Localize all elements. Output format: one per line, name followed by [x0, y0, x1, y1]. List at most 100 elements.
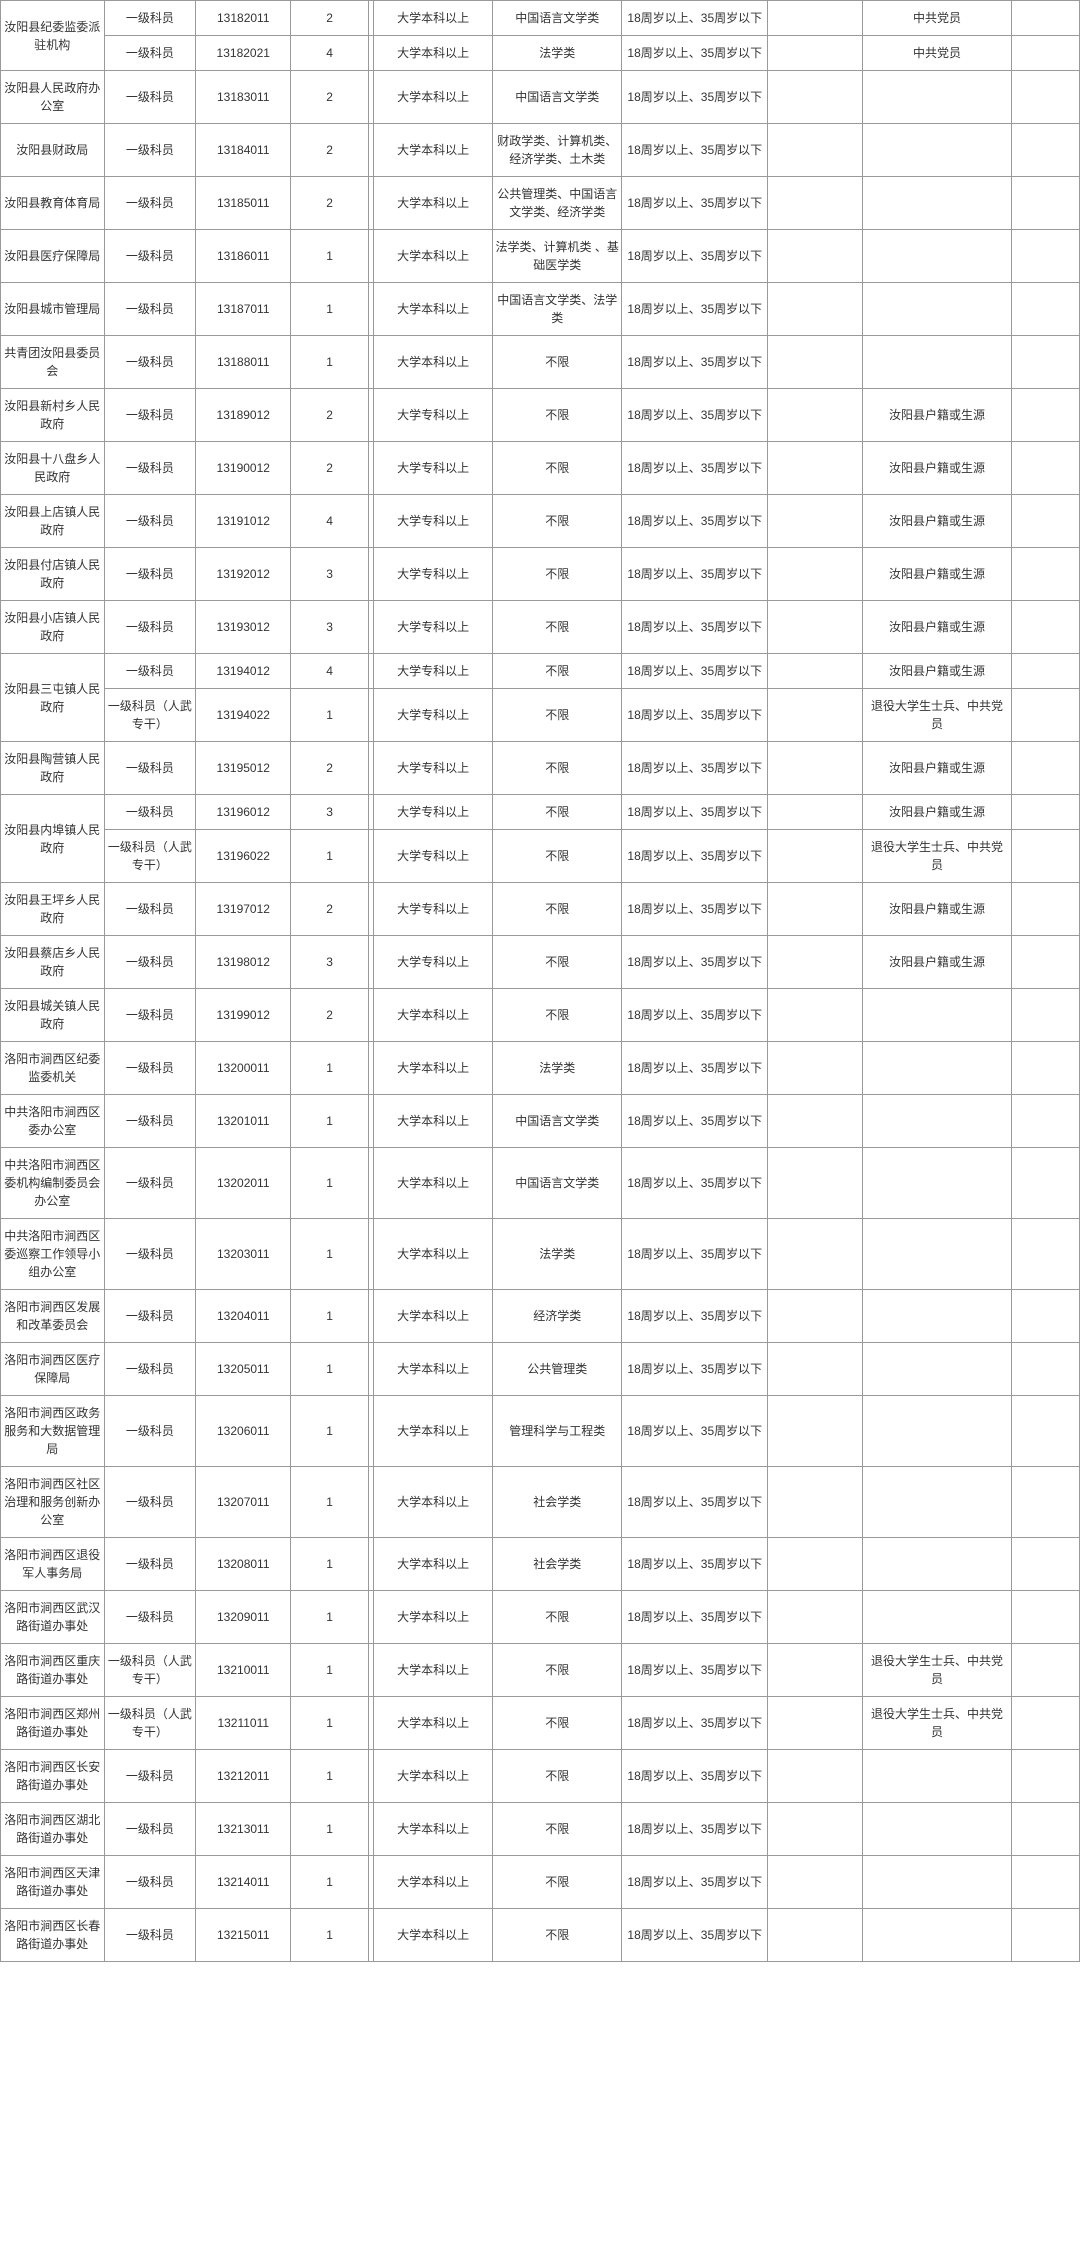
cell-pos: 一级科员（人武专干） — [104, 689, 196, 742]
table-row: 汝阳县城市管理局一级科员131870111大学本科以上中国语言文学类、法学类18… — [1, 283, 1080, 336]
cell-num: 3 — [291, 548, 369, 601]
table-row: 汝阳县城关镇人民政府一级科员131990122大学本科以上不限18周岁以上、35… — [1, 989, 1080, 1042]
table-row: 一级科员131820214大学本科以上法学类18周岁以上、35周岁以下中共党员 — [1, 36, 1080, 71]
table-row: 中共洛阳市涧西区委机构编制委员会办公室一级科员132020111大学本科以上中国… — [1, 1148, 1080, 1219]
cell-major: 不限 — [492, 389, 621, 442]
cell-pos: 一级科员（人武专干） — [104, 830, 196, 883]
cell-major: 管理科学与工程类 — [492, 1396, 621, 1467]
table-row: 汝阳县付店镇人民政府一级科员131920123大学专科以上不限18周岁以上、35… — [1, 548, 1080, 601]
cell-last — [1011, 548, 1079, 601]
cell-major: 社会学类 — [492, 1538, 621, 1591]
cell-empty2 — [768, 830, 863, 883]
cell-num: 1 — [291, 283, 369, 336]
cell-other — [863, 124, 1012, 177]
cell-age: 18周岁以上、35周岁以下 — [622, 1, 768, 36]
table-row: 洛阳市涧西区武汉路街道办事处一级科员132090111大学本科以上不限18周岁以… — [1, 1591, 1080, 1644]
cell-major: 不限 — [492, 936, 621, 989]
cell-major: 不限 — [492, 336, 621, 389]
cell-edu: 大学本科以上 — [374, 1042, 493, 1095]
cell-org: 汝阳县内埠镇人民政府 — [1, 795, 105, 883]
cell-age: 18周岁以上、35周岁以下 — [622, 1042, 768, 1095]
cell-org: 汝阳县纪委监委派驻机构 — [1, 1, 105, 71]
cell-age: 18周岁以上、35周岁以下 — [622, 830, 768, 883]
cell-other: 汝阳县户籍或生源 — [863, 936, 1012, 989]
cell-empty2 — [768, 1697, 863, 1750]
cell-major: 法学类、计算机类 、基础医学类 — [492, 230, 621, 283]
cell-empty2 — [768, 442, 863, 495]
cell-major: 不限 — [492, 1644, 621, 1697]
cell-code: 13189012 — [196, 389, 291, 442]
cell-age: 18周岁以上、35周岁以下 — [622, 883, 768, 936]
cell-pos: 一级科员 — [104, 36, 196, 71]
cell-major: 不限 — [492, 548, 621, 601]
cell-pos: 一级科员 — [104, 1909, 196, 1962]
cell-other — [863, 1042, 1012, 1095]
cell-age: 18周岁以上、35周岁以下 — [622, 36, 768, 71]
cell-other — [863, 1467, 1012, 1538]
cell-pos: 一级科员 — [104, 283, 196, 336]
cell-code: 13193012 — [196, 601, 291, 654]
cell-pos: 一级科员 — [104, 1856, 196, 1909]
cell-edu: 大学本科以上 — [374, 36, 493, 71]
table-row: 洛阳市涧西区医疗保障局一级科员132050111大学本科以上公共管理类18周岁以… — [1, 1343, 1080, 1396]
cell-code: 13205011 — [196, 1343, 291, 1396]
cell-age: 18周岁以上、35周岁以下 — [622, 283, 768, 336]
cell-other — [863, 1396, 1012, 1467]
cell-other — [863, 1290, 1012, 1343]
cell-age: 18周岁以上、35周岁以下 — [622, 989, 768, 1042]
cell-edu: 大学本科以上 — [374, 1290, 493, 1343]
cell-org: 汝阳县十八盘乡人民政府 — [1, 442, 105, 495]
cell-pos: 一级科员 — [104, 936, 196, 989]
cell-empty2 — [768, 1219, 863, 1290]
cell-edu: 大学本科以上 — [374, 124, 493, 177]
cell-major: 法学类 — [492, 1219, 621, 1290]
cell-other — [863, 1856, 1012, 1909]
cell-last — [1011, 1042, 1079, 1095]
cell-pos: 一级科员 — [104, 742, 196, 795]
cell-last — [1011, 654, 1079, 689]
cell-org: 汝阳县王坪乡人民政府 — [1, 883, 105, 936]
cell-edu: 大学本科以上 — [374, 177, 493, 230]
table-row: 共青团汝阳县委员会一级科员131880111大学本科以上不限18周岁以上、35周… — [1, 336, 1080, 389]
cell-edu: 大学本科以上 — [374, 1467, 493, 1538]
cell-other — [863, 1148, 1012, 1219]
cell-last — [1011, 689, 1079, 742]
cell-edu: 大学本科以上 — [374, 1148, 493, 1219]
table-row: 洛阳市涧西区长安路街道办事处一级科员132120111大学本科以上不限18周岁以… — [1, 1750, 1080, 1803]
cell-major: 不限 — [492, 1591, 621, 1644]
cell-major: 公共管理类 — [492, 1343, 621, 1396]
cell-last — [1011, 1343, 1079, 1396]
cell-major: 不限 — [492, 830, 621, 883]
cell-num: 1 — [291, 1219, 369, 1290]
cell-org: 中共洛阳市涧西区委巡察工作领导小组办公室 — [1, 1219, 105, 1290]
cell-code: 13203011 — [196, 1219, 291, 1290]
cell-empty2 — [768, 1909, 863, 1962]
cell-edu: 大学专科以上 — [374, 654, 493, 689]
cell-org: 洛阳市涧西区社区治理和服务创新办公室 — [1, 1467, 105, 1538]
cell-other — [863, 1909, 1012, 1962]
cell-empty2 — [768, 124, 863, 177]
cell-edu: 大学本科以上 — [374, 1750, 493, 1803]
cell-age: 18周岁以上、35周岁以下 — [622, 548, 768, 601]
cell-org: 洛阳市涧西区政务服务和大数据管理局 — [1, 1396, 105, 1467]
cell-empty2 — [768, 1856, 863, 1909]
cell-pos: 一级科员 — [104, 654, 196, 689]
cell-org: 洛阳市涧西区郑州路街道办事处 — [1, 1697, 105, 1750]
cell-pos: 一级科员 — [104, 601, 196, 654]
cell-pos: 一级科员 — [104, 1148, 196, 1219]
cell-other — [863, 1538, 1012, 1591]
cell-major: 法学类 — [492, 36, 621, 71]
cell-num: 2 — [291, 1, 369, 36]
cell-code: 13200011 — [196, 1042, 291, 1095]
cell-code: 13186011 — [196, 230, 291, 283]
cell-pos: 一级科员（人武专干） — [104, 1697, 196, 1750]
cell-code: 13201011 — [196, 1095, 291, 1148]
cell-major: 中国语言文学类 — [492, 1095, 621, 1148]
cell-pos: 一级科员 — [104, 989, 196, 1042]
cell-edu: 大学专科以上 — [374, 389, 493, 442]
table-row: 洛阳市涧西区社区治理和服务创新办公室一级科员132070111大学本科以上社会学… — [1, 1467, 1080, 1538]
cell-major: 不限 — [492, 742, 621, 795]
cell-age: 18周岁以上、35周岁以下 — [622, 389, 768, 442]
cell-last — [1011, 283, 1079, 336]
cell-other: 汝阳县户籍或生源 — [863, 742, 1012, 795]
